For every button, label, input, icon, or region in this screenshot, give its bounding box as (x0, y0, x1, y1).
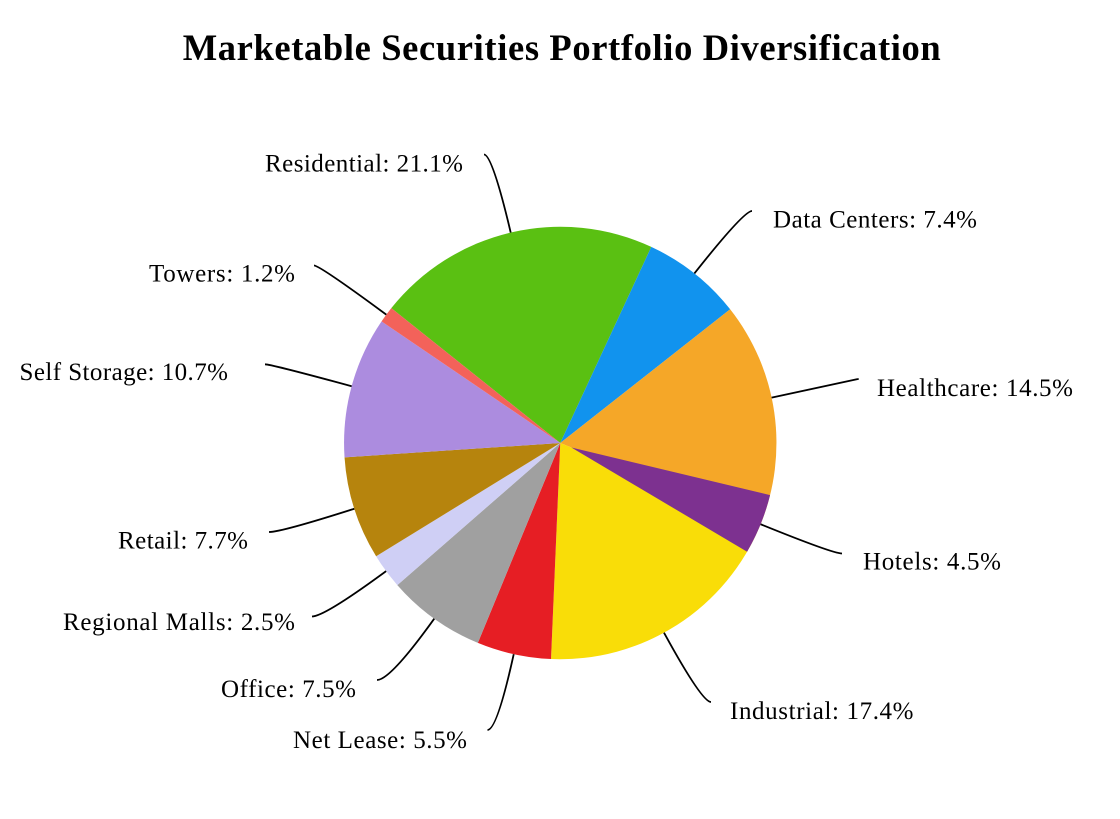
svg-text:Regional Malls: 2.5%: Regional Malls: 2.5% (63, 609, 295, 636)
svg-text:Marketable Securities Portfoli: Marketable Securities Portfolio Diversif… (183, 27, 941, 68)
svg-text:Net Lease: 5.5%: Net Lease: 5.5% (293, 727, 467, 754)
svg-text:Retail: 7.7%: Retail: 7.7% (118, 528, 248, 555)
svg-text:Hotels: 4.5%: Hotels: 4.5% (863, 549, 1001, 576)
svg-text:Residential: 21.1%: Residential: 21.1% (265, 151, 463, 178)
svg-text:Industrial: 17.4%: Industrial: 17.4% (730, 698, 914, 725)
svg-text:Healthcare: 14.5%: Healthcare: 14.5% (877, 375, 1073, 402)
svg-text:Self Storage: 10.7%: Self Storage: 10.7% (20, 359, 229, 386)
svg-text:Office: 7.5%: Office: 7.5% (221, 676, 356, 703)
svg-text:Towers: 1.2%: Towers: 1.2% (149, 261, 295, 288)
svg-text:Data Centers: 7.4%: Data Centers: 7.4% (773, 206, 977, 233)
